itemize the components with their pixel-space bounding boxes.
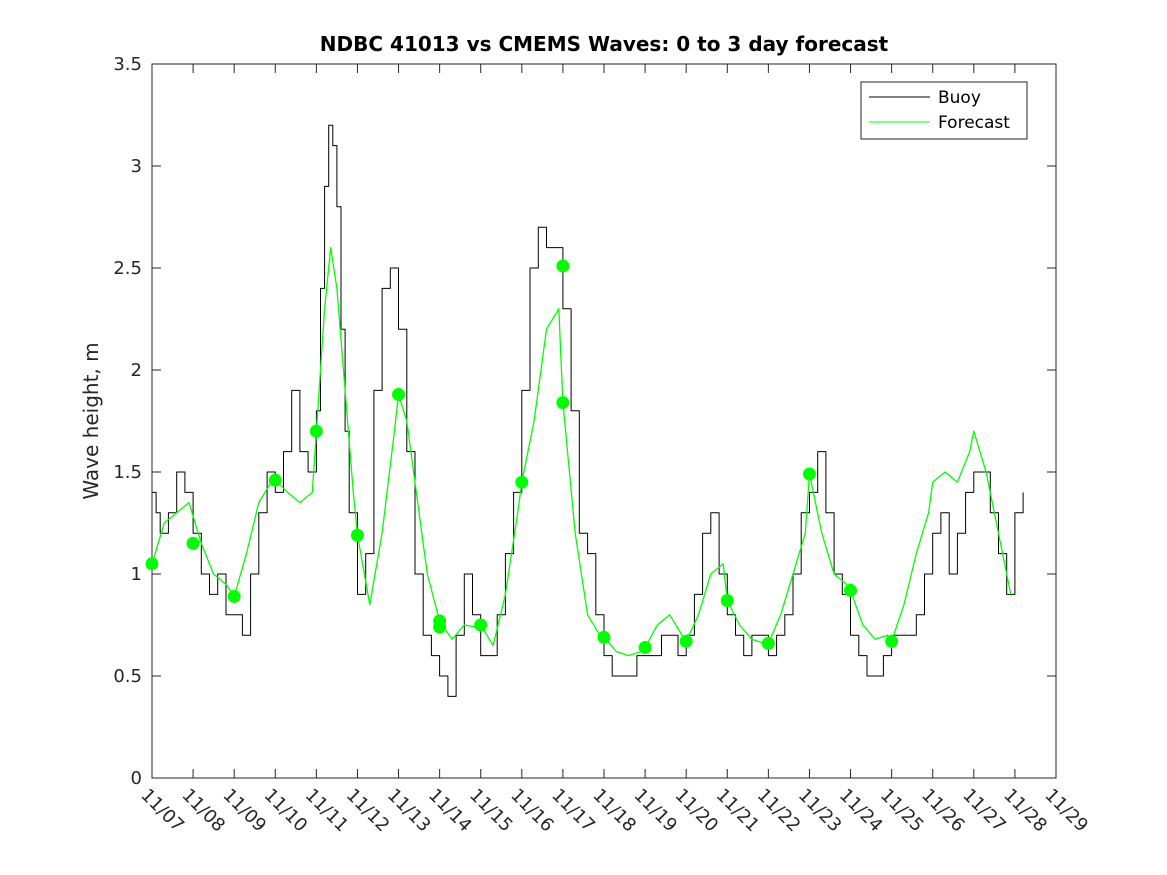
forecast-marker	[844, 583, 858, 597]
forecast-markers	[145, 259, 899, 654]
forecast-marker	[597, 630, 611, 644]
forecast-marker	[186, 536, 200, 550]
series-layer	[151, 124, 1024, 697]
forecast-marker	[392, 387, 406, 401]
forecast-marker	[638, 640, 652, 654]
y-axis-label: Wave height, m	[79, 342, 103, 499]
forecast-marker	[350, 528, 364, 542]
y-axis-ticks: 0 0.5 1 1.5 2 2.5 3 3.5	[113, 54, 1056, 789]
legend-forecast-label: Forecast	[938, 113, 1010, 133]
forecast-marker	[556, 259, 570, 273]
forecast-marker	[227, 589, 241, 603]
y-tick-label: 3.5	[113, 54, 142, 75]
forecast-marker	[761, 636, 775, 650]
y-tick-label: 1.5	[113, 462, 142, 483]
y-tick-label: 0	[131, 768, 142, 789]
forecast-marker	[309, 424, 323, 438]
forecast-marker	[515, 475, 529, 489]
legend-box	[860, 81, 1028, 140]
forecast-marker	[720, 594, 734, 608]
y-tick-label: 3	[131, 156, 142, 177]
y-tick-label: 0.5	[113, 666, 142, 687]
forecast-series-line	[151, 246, 1012, 657]
forecast-marker	[145, 557, 159, 571]
legend: Buoy Forecast	[860, 81, 1028, 140]
forecast-marker	[268, 473, 282, 487]
y-tick-label: 2	[131, 360, 142, 381]
forecast-marker	[433, 620, 447, 634]
forecast-marker	[679, 634, 693, 648]
legend-buoy-label: Buoy	[938, 88, 981, 108]
chart-title: NDBC 41013 vs CMEMS Waves: 0 to 3 day fo…	[320, 32, 889, 56]
y-tick-label: 2.5	[113, 258, 142, 279]
y-tick-label: 1	[131, 564, 142, 585]
buoy-series-line	[152, 124, 1024, 697]
forecast-marker	[802, 467, 816, 481]
forecast-marker	[885, 634, 899, 648]
forecast-marker	[556, 396, 570, 410]
forecast-marker	[474, 618, 488, 632]
